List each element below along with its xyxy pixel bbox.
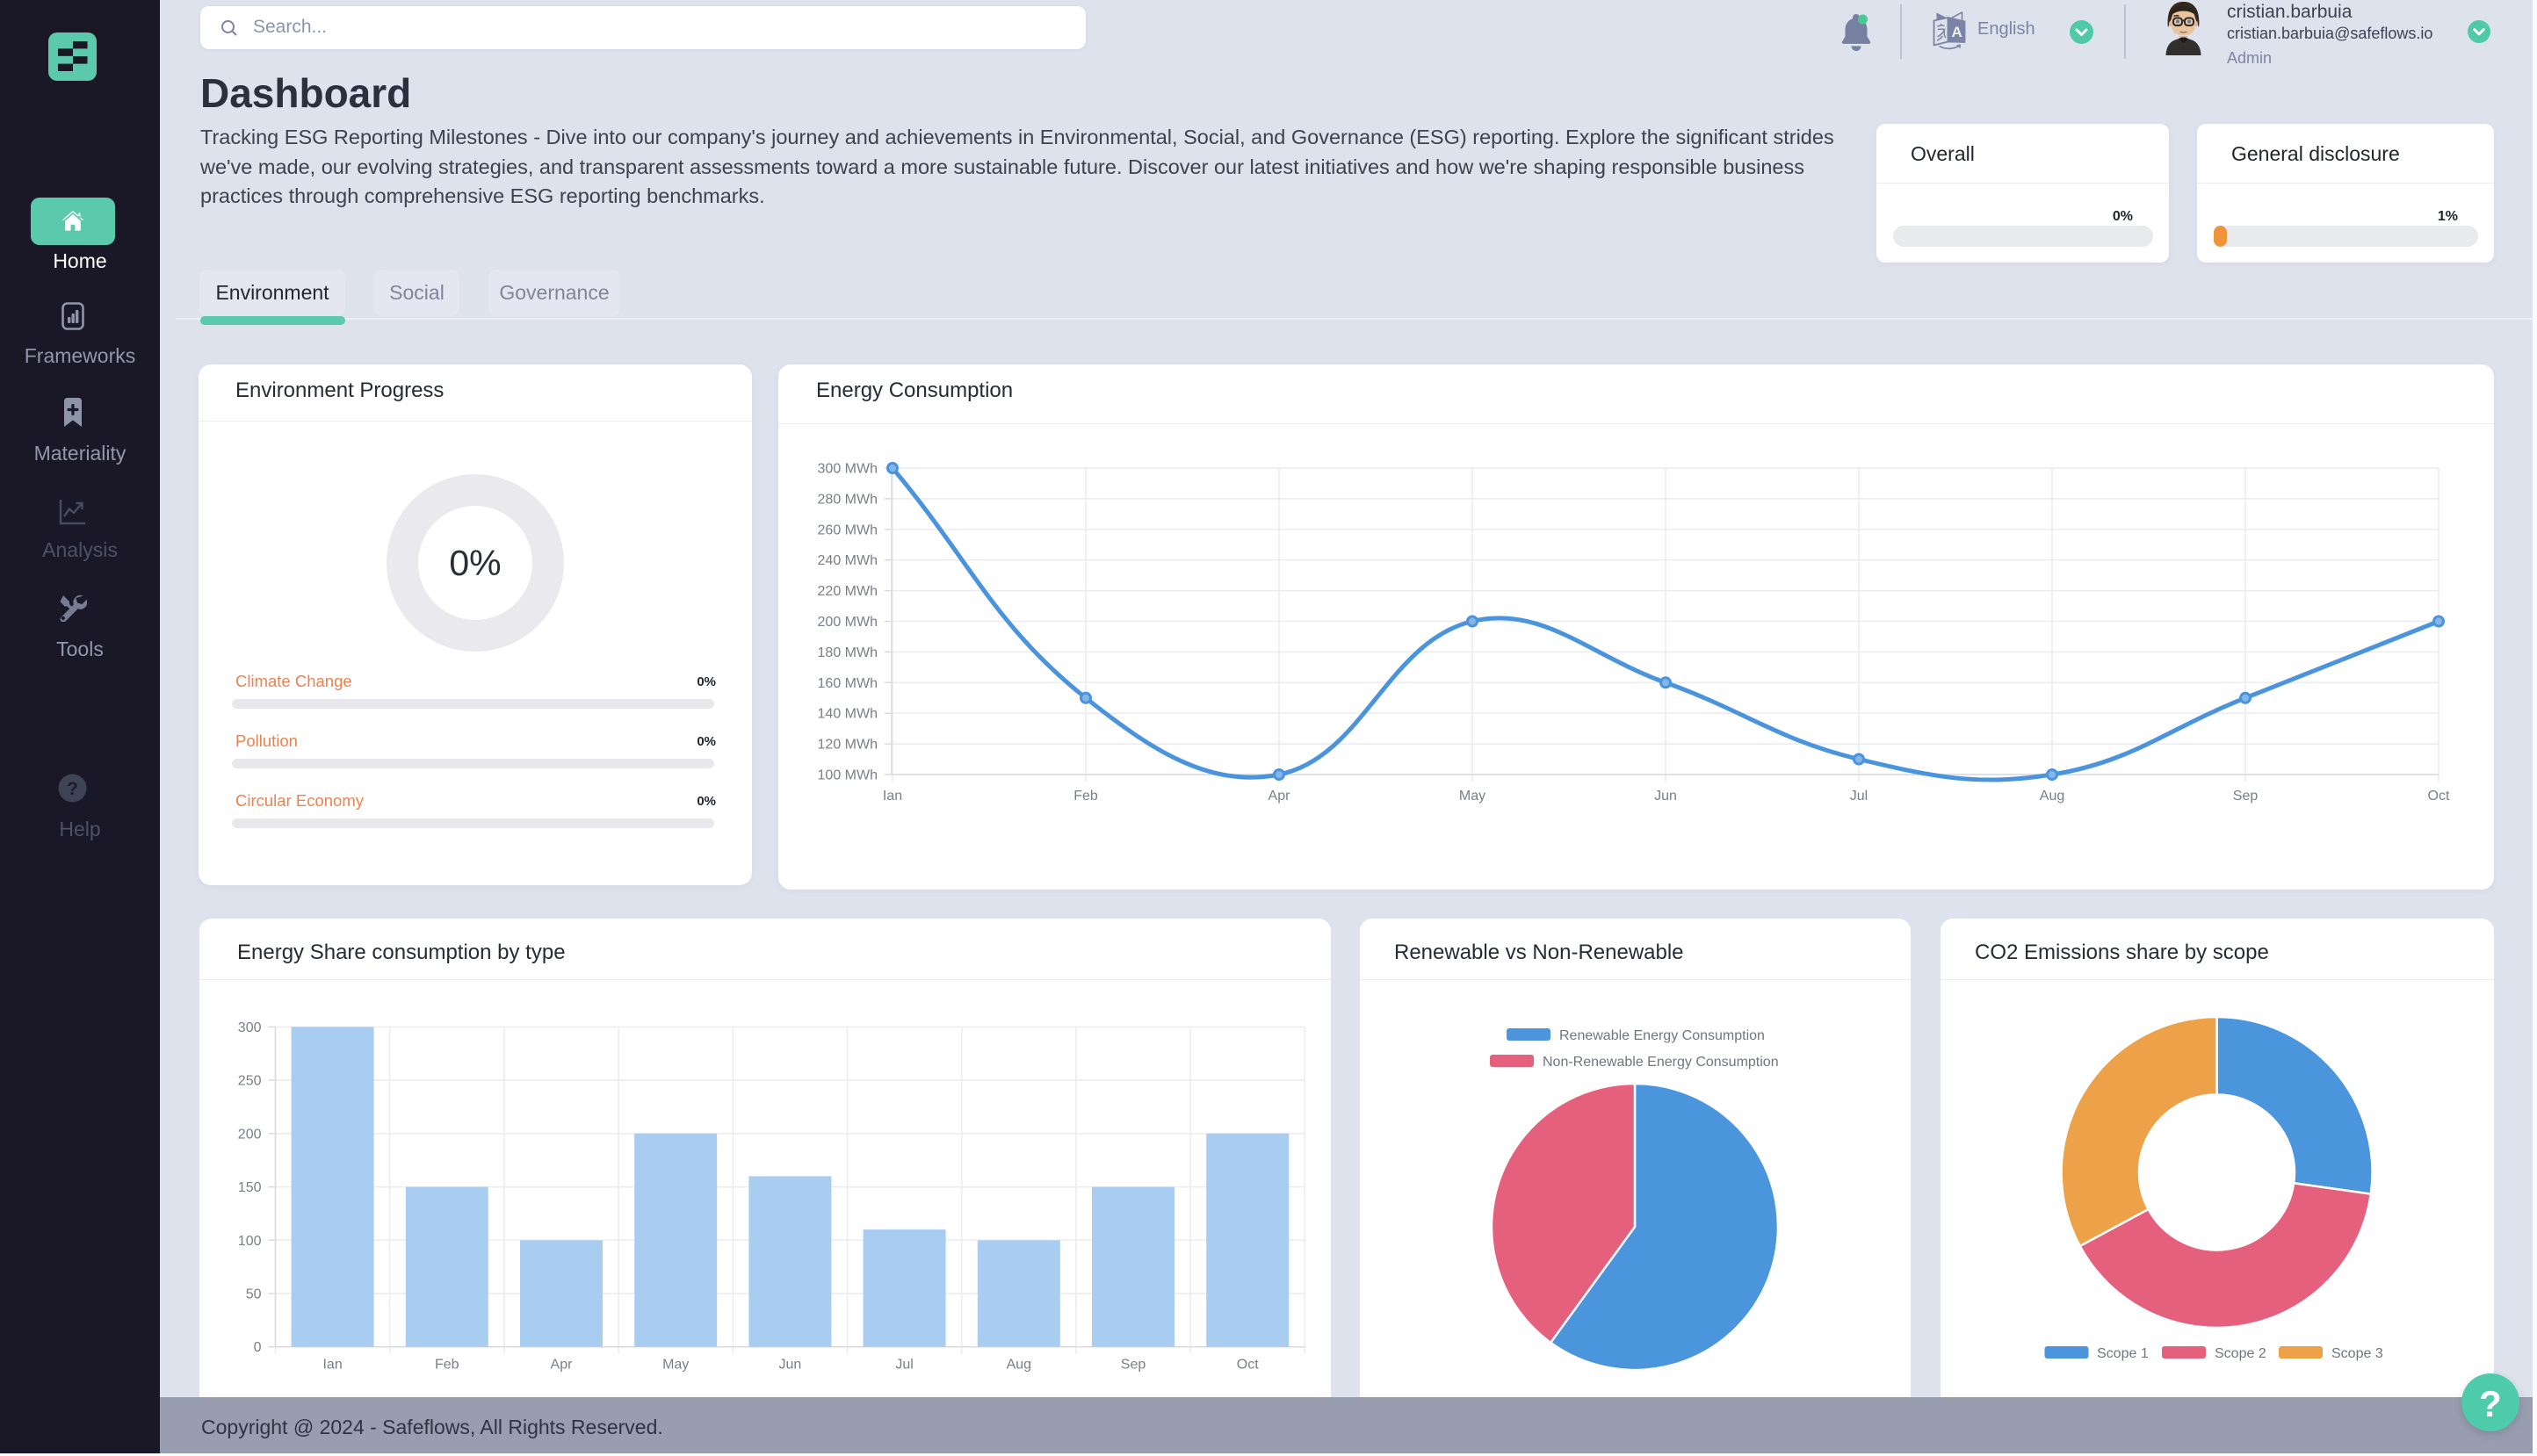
svg-text:Sep: Sep [2233, 789, 2259, 804]
svg-text:Non-Renewable Energy Consumpti: Non-Renewable Energy Consumption [1543, 1055, 1779, 1070]
svg-text:Scope 2: Scope 2 [2215, 1346, 2266, 1361]
svg-text:Jun: Jun [1654, 789, 1677, 804]
svg-text:Renewable Energy Consumption: Renewable Energy Consumption [1559, 1028, 1765, 1043]
svg-text:Ian: Ian [883, 789, 902, 804]
svg-text:Apr: Apr [551, 1358, 574, 1373]
svg-text:Apr: Apr [1268, 789, 1291, 804]
svg-text:100: 100 [238, 1234, 262, 1249]
svg-text:260 MWh: 260 MWh [818, 523, 878, 537]
svg-text:Oct: Oct [2428, 789, 2450, 804]
svg-text:300: 300 [238, 1020, 262, 1035]
svg-text:Scope 1: Scope 1 [2097, 1346, 2149, 1361]
svg-text:Aug: Aug [2040, 789, 2064, 804]
svg-text:Feb: Feb [1073, 789, 1098, 804]
svg-text:Scope 3: Scope 3 [2331, 1346, 2383, 1361]
svg-text:240 MWh: 240 MWh [818, 553, 878, 568]
svg-text:140 MWh: 140 MWh [818, 707, 878, 722]
svg-text:Sep: Sep [1121, 1358, 1146, 1373]
svg-text:180 MWh: 180 MWh [818, 645, 878, 660]
svg-text:220 MWh: 220 MWh [818, 584, 878, 599]
svg-text:May: May [1459, 789, 1485, 804]
svg-text:280 MWh: 280 MWh [818, 492, 878, 507]
svg-text:May: May [662, 1358, 689, 1373]
svg-text:200: 200 [238, 1127, 262, 1142]
svg-text:250: 250 [238, 1074, 262, 1089]
svg-text:150: 150 [238, 1180, 262, 1195]
svg-text:300 MWh: 300 MWh [818, 462, 878, 477]
svg-text:Aug: Aug [1007, 1358, 1031, 1373]
svg-text:Ian: Ian [322, 1358, 342, 1373]
svg-text:200 MWh: 200 MWh [818, 615, 878, 630]
svg-text:?: ? [67, 779, 78, 799]
svg-text:120 MWh: 120 MWh [818, 738, 878, 753]
svg-text:Jun: Jun [779, 1358, 802, 1373]
svg-text:0: 0 [254, 1340, 262, 1355]
svg-text:Feb: Feb [435, 1358, 459, 1373]
svg-text:Jul: Jul [895, 1358, 913, 1373]
svg-text:A: A [1952, 24, 1962, 40]
svg-text:Oct: Oct [1237, 1358, 1259, 1373]
svg-text:50: 50 [246, 1287, 262, 1302]
svg-text:160 MWh: 160 MWh [818, 676, 878, 691]
svg-text:100 MWh: 100 MWh [818, 768, 878, 783]
svg-text:Jul: Jul [1850, 789, 1868, 804]
